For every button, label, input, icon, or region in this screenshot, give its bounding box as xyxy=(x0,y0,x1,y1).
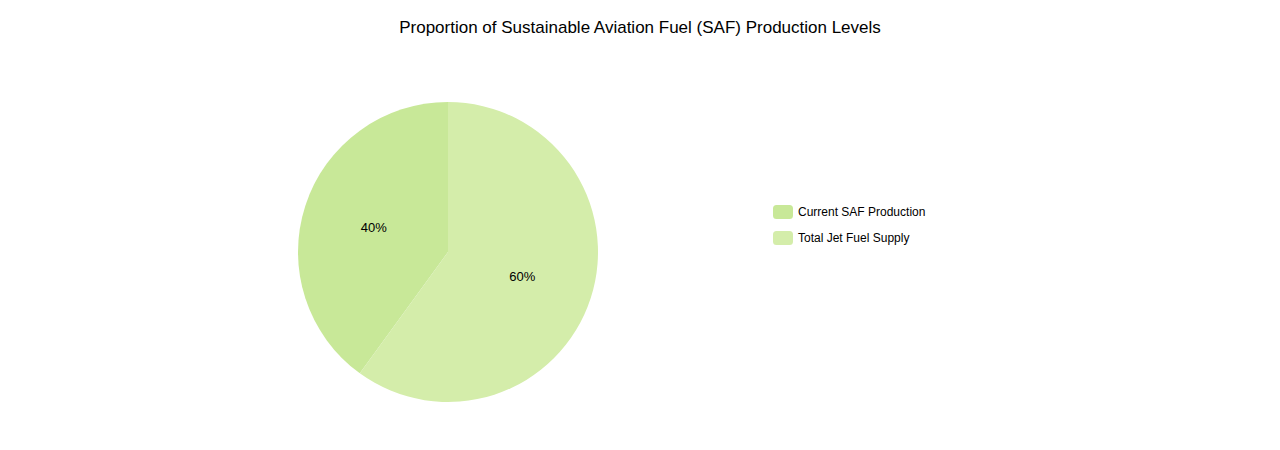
svg-text:Current SAF Production: Current SAF Production xyxy=(798,205,925,219)
svg-text:60%: 60% xyxy=(509,269,535,284)
svg-text:40%: 40% xyxy=(361,220,387,235)
svg-text:Proportion of Sustainable Avia: Proportion of Sustainable Aviation Fuel … xyxy=(399,18,881,37)
svg-text:Total Jet Fuel Supply: Total Jet Fuel Supply xyxy=(798,231,909,245)
